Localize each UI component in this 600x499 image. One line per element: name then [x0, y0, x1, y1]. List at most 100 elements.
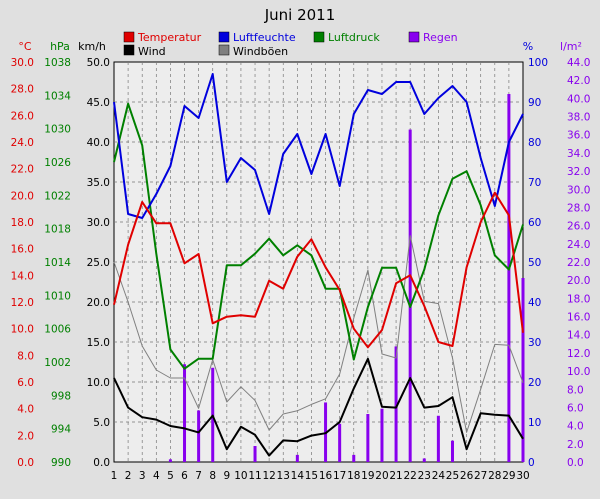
rain-bar — [394, 346, 398, 462]
rain-tick-label: 14.0 — [567, 330, 590, 342]
press-tick-label: 990 — [51, 457, 71, 469]
press-tick-label: 1006 — [44, 324, 71, 336]
axis-ticks: 0.0 2.0 4.0 6.0 8.0 10.0 12.0 14.0 16.0 18.0 20.0 2… — [11, 57, 591, 482]
x-tick-label: 4 — [153, 470, 160, 482]
x-tick-label: 28 — [488, 470, 501, 482]
legend-label-rain: Regen — [423, 31, 458, 44]
x-tick-label: 6 — [181, 470, 188, 482]
press-tick-label: 1030 — [44, 124, 71, 136]
x-tick-label: 26 — [460, 470, 474, 482]
rain-tick-label: 2.0 — [567, 439, 584, 451]
hum-tick-label: 70 — [528, 177, 541, 189]
x-tick-label: 29 — [502, 470, 515, 482]
hum-tick-label: 0 — [528, 457, 535, 469]
hum-tick-label: 10 — [528, 417, 541, 429]
humidity-line — [113, 73, 524, 219]
rain-tick-label: 18.0 — [567, 293, 590, 305]
rain-tick-label: 6.0 — [567, 402, 584, 414]
temp-tick-label: 14.0 — [11, 270, 34, 282]
wind-tick-label: 10.0 — [87, 377, 110, 389]
gust-line — [113, 235, 524, 433]
legend-swatch-gust — [218, 44, 230, 56]
temp-tick-label: 6.0 — [17, 377, 34, 389]
temp-tick-label: 0.0 — [17, 457, 34, 469]
x-tick-label: 14 — [291, 470, 305, 482]
chart-title: Juni 2011 — [264, 6, 336, 24]
rain-tick-label: 8.0 — [567, 384, 584, 396]
rain-tick-label: 26.0 — [567, 221, 590, 233]
temp-tick-label: 16.0 — [11, 244, 34, 256]
rain-bar — [253, 446, 257, 462]
rain-bar — [450, 440, 454, 462]
wind-tick-label: 25.0 — [87, 257, 110, 269]
wind-tick-label: 0.0 — [93, 457, 110, 469]
x-tick-label: 21 — [389, 470, 402, 482]
rain-bar — [507, 94, 511, 462]
rain-tick-label: 22.0 — [567, 257, 590, 269]
temp-tick-label: 18.0 — [11, 217, 34, 229]
hum-tick-label: 80 — [528, 137, 541, 149]
x-tick-label: 16 — [319, 470, 333, 482]
x-tick-label: 3 — [139, 470, 146, 482]
x-tick-label: 5 — [167, 470, 174, 482]
rain-tick-label: 16.0 — [567, 312, 590, 324]
press-axis-unit: hPa — [50, 40, 70, 53]
temp-tick-label: 30.0 — [11, 57, 34, 69]
legend-label-gust: Windböen — [233, 45, 288, 58]
hum-tick-label: 60 — [528, 217, 541, 229]
rain-bar — [422, 458, 426, 462]
temp-tick-label: 28.0 — [11, 84, 34, 96]
x-tick-label: 18 — [347, 470, 360, 482]
wind-tick-label: 45.0 — [87, 97, 110, 109]
wind-tick-label: 30.0 — [87, 217, 110, 229]
press-tick-label: 1022 — [44, 190, 71, 202]
wind-tick-label: 20.0 — [87, 297, 110, 309]
legend-swatch-pressure — [313, 31, 325, 43]
x-tick-label: 7 — [195, 470, 202, 482]
rain-tick-label: 36.0 — [567, 130, 590, 142]
wind-line — [113, 357, 524, 457]
rain-tick-label: 20.0 — [567, 275, 590, 287]
press-tick-label: 998 — [51, 390, 71, 402]
x-tick-label: 13 — [277, 470, 290, 482]
temp-tick-label: 10.0 — [11, 324, 34, 336]
legend-label-humidity: Luftfeuchte — [233, 31, 296, 44]
rain-bar — [168, 459, 172, 462]
hum-tick-label: 40 — [528, 297, 541, 309]
rain-tick-label: 40.0 — [567, 93, 590, 105]
rain-tick-label: 10.0 — [567, 366, 590, 378]
hum-tick-label: 100 — [528, 57, 548, 69]
rain-axis-unit: l/m² — [560, 40, 582, 53]
temperature-line — [113, 191, 524, 349]
temp-tick-label: 4.0 — [17, 404, 34, 416]
x-tick-label: 19 — [361, 470, 374, 482]
series-lines — [113, 73, 524, 457]
press-tick-label: 1018 — [44, 224, 71, 236]
x-tick-label: 11 — [248, 470, 261, 482]
x-tick-label: 24 — [432, 470, 446, 482]
rain-bar — [183, 364, 187, 462]
x-tick-label: 12 — [262, 470, 275, 482]
press-tick-label: 1038 — [44, 57, 71, 69]
rain-tick-label: 4.0 — [567, 421, 584, 433]
press-tick-label: 1014 — [44, 257, 71, 269]
x-tick-label: 10 — [234, 470, 247, 482]
x-tick-label: 23 — [418, 470, 431, 482]
rain-tick-label: 28.0 — [567, 202, 590, 214]
rain-tick-label: 42.0 — [567, 75, 590, 87]
rain-tick-label: 38.0 — [567, 112, 590, 124]
temp-tick-label: 8.0 — [17, 350, 34, 362]
rain-bar — [366, 414, 370, 462]
press-tick-label: 1002 — [44, 357, 71, 369]
temp-tick-label: 24.0 — [11, 137, 34, 149]
press-tick-label: 1010 — [44, 290, 71, 302]
rain-tick-label: 12.0 — [567, 348, 590, 360]
legend-label-temperature: Temperatur — [137, 31, 202, 44]
wind-axis-unit: km/h — [78, 40, 106, 53]
x-tick-label: 30 — [516, 470, 529, 482]
wind-tick-label: 5.0 — [93, 417, 110, 429]
x-tick-label: 25 — [446, 470, 459, 482]
legend-swatch-rain — [408, 31, 420, 43]
